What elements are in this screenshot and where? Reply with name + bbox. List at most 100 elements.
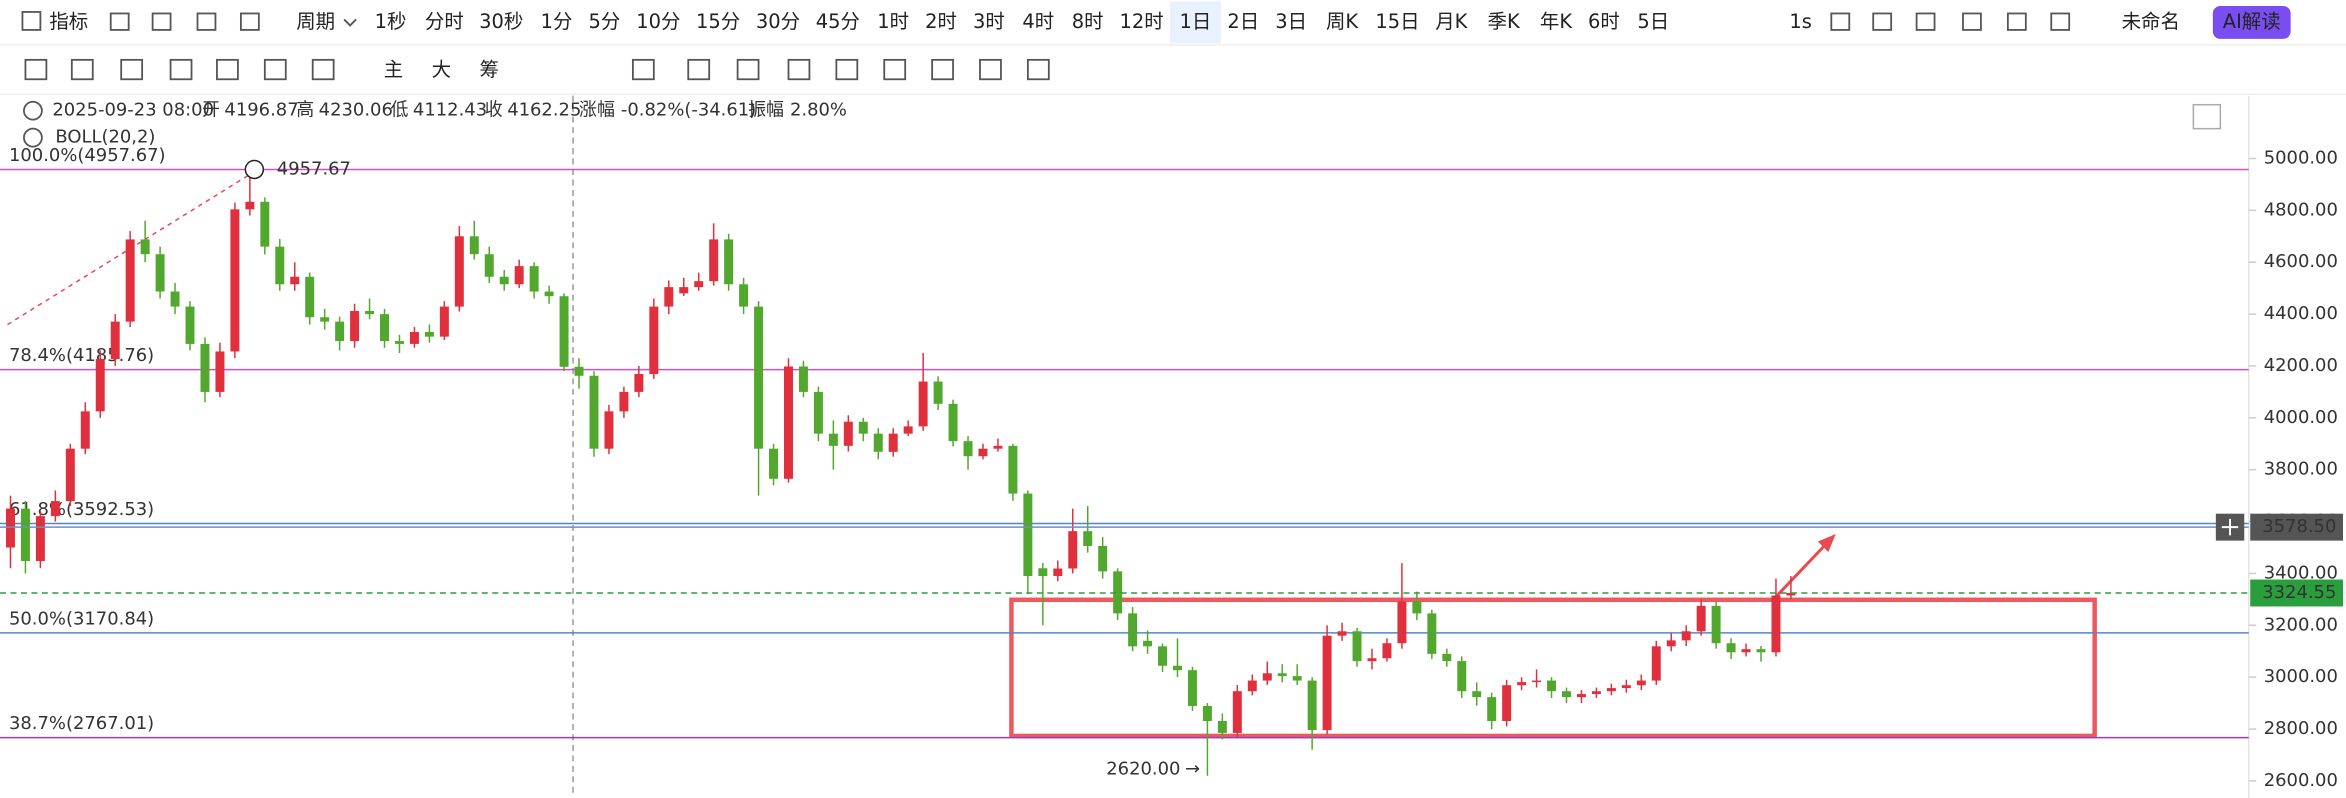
ai-button[interactable] [2212, 5, 2291, 39]
tool-icon[interactable] [1962, 12, 1982, 31]
period-option[interactable]: 30秒 [479, 10, 523, 33]
candle-body [1128, 613, 1138, 647]
candle-body [1651, 646, 1661, 681]
period-option[interactable]: 1秒 [375, 10, 407, 33]
candle-body [828, 433, 838, 446]
candle-body [1547, 680, 1557, 692]
tool-icon[interactable] [2050, 12, 2071, 31]
period-option[interactable]: 1时 [877, 10, 909, 33]
indicator-button[interactable]: 指标 [49, 10, 88, 33]
indicator-tool[interactable]: 大 [432, 58, 451, 81]
tool-icon[interactable] [1830, 12, 1851, 31]
tool-icon[interactable] [151, 12, 172, 31]
tool-icon[interactable] [2006, 12, 2027, 31]
candle-body [664, 287, 674, 307]
candle-body [305, 276, 315, 318]
y-tick-label: 2800.00 [2264, 718, 2338, 739]
draw-tool[interactable] [216, 58, 239, 81]
period-option[interactable]: 3时 [973, 10, 1005, 33]
draw-tool[interactable] [787, 58, 811, 81]
period-option[interactable]: 1日 [1180, 10, 1212, 33]
draw-tool[interactable] [169, 58, 193, 81]
period-option[interactable]: 5分 [589, 10, 621, 33]
collapse[interactable] [23, 100, 43, 121]
period-option[interactable]: 5日 [1637, 10, 1669, 33]
period-option[interactable]: 4时 [1022, 10, 1054, 33]
candle-body [1173, 665, 1182, 671]
tool-icon[interactable] [1872, 12, 1893, 31]
candle-body [1232, 691, 1242, 733]
candle-body [230, 209, 240, 352]
period-option[interactable]: 15日 [1375, 10, 1419, 33]
period-option[interactable]: 15分 [696, 10, 740, 33]
file-name[interactable]: 未命名 [2122, 10, 2180, 33]
draw-tool[interactable] [311, 58, 335, 81]
period-option[interactable]: 8时 [1072, 10, 1104, 33]
candle-body [20, 508, 30, 561]
period-option[interactable]: 12时 [1119, 10, 1163, 33]
candle-body [1442, 653, 1452, 662]
candle-body [694, 281, 704, 288]
period-option[interactable]: 6时 [1588, 10, 1620, 33]
draw-tool[interactable] [931, 58, 954, 81]
period-option[interactable]: 1分 [541, 10, 573, 33]
candle-body [1666, 640, 1676, 647]
indicator-tool[interactable]: 筹 [480, 58, 499, 81]
candle-body [978, 448, 988, 457]
icon[interactable] [21, 11, 42, 31]
draw-tool[interactable] [687, 58, 711, 81]
candle-body [574, 366, 584, 376]
draw-tool[interactable] [24, 58, 48, 81]
period-option[interactable]: 年K [1540, 10, 1573, 33]
candle-body [1576, 694, 1586, 698]
candle-body [1023, 493, 1033, 577]
ai-label[interactable]: AI解读 [2223, 10, 2281, 33]
tool-icon[interactable] [196, 12, 217, 31]
plus [2221, 518, 2239, 536]
candle-body [1247, 680, 1257, 692]
draw-tool[interactable] [631, 58, 655, 81]
candle-body [1352, 631, 1362, 662]
period-option[interactable]: 10分 [636, 10, 680, 33]
tool-icon[interactable] [239, 12, 260, 31]
box-annotation [1009, 597, 2097, 739]
draw-tool[interactable] [835, 58, 859, 81]
speed[interactable]: 1s [1789, 10, 1812, 33]
draw-tool[interactable] [883, 58, 907, 81]
candle-body [843, 421, 853, 446]
period-option[interactable]: 分时 [425, 10, 464, 33]
indicator-tool[interactable]: 主 [384, 58, 403, 81]
period-option[interactable]: 3日 [1275, 10, 1307, 33]
candle-body [185, 306, 195, 344]
draw-tool[interactable] [1026, 58, 1050, 81]
draw-tool[interactable] [979, 58, 1002, 81]
draw-tool[interactable] [70, 58, 94, 81]
candle-body [5, 508, 15, 548]
y-tick-label: 4200.00 [2264, 355, 2338, 376]
period-option[interactable]: 2日 [1227, 10, 1259, 33]
draw-tool[interactable] [120, 58, 144, 81]
period-option[interactable]: 30分 [756, 10, 800, 33]
candle-body [858, 421, 868, 434]
candle-body [170, 291, 180, 307]
info-text: 收 [485, 100, 503, 121]
draw-tool[interactable] [736, 58, 760, 81]
period-option[interactable]: 月K [1435, 10, 1468, 33]
period-option[interactable]: 2时 [925, 10, 957, 33]
candle-body [155, 254, 165, 292]
info-text: 4230.06 [319, 100, 393, 121]
candle-body [1202, 705, 1212, 722]
tool-icon[interactable] [1915, 12, 1936, 31]
period-option[interactable]: 45分 [816, 10, 860, 33]
collapse[interactable] [23, 127, 43, 148]
fullscreen-button[interactable] [2192, 103, 2222, 130]
tool-icon[interactable] [109, 12, 130, 31]
period-button[interactable]: 周期 [296, 10, 335, 33]
candle-body [275, 246, 285, 285]
candle-body [1756, 649, 1766, 653]
period-option[interactable]: 周K [1326, 10, 1359, 33]
period-option[interactable]: 季K [1488, 10, 1521, 33]
draw-tool[interactable] [263, 58, 287, 81]
